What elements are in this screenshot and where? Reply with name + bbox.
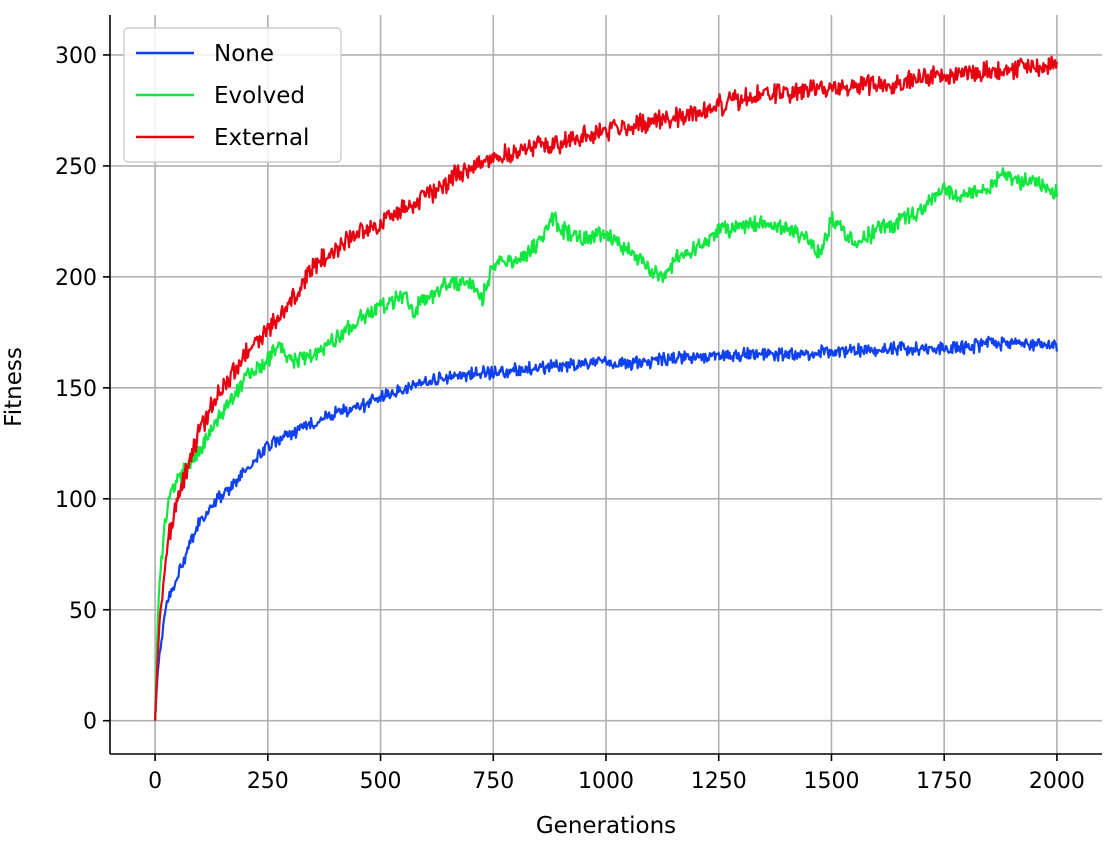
series-line-evolved — [154, 167, 1058, 721]
series-line-none — [154, 335, 1058, 721]
x-tick-label: 1000 — [578, 769, 634, 794]
y-tick-label: 0 — [83, 710, 97, 735]
x-tick-label: 2000 — [1029, 769, 1085, 794]
y-tick-label: 50 — [69, 599, 97, 624]
y-tick-label: 300 — [55, 44, 97, 69]
grid — [110, 15, 1102, 754]
y-tick-label: 250 — [55, 155, 97, 180]
x-axis-title: Generations — [536, 813, 676, 839]
x-tick-label: 1750 — [916, 769, 972, 794]
y-axis-title: Fitness — [1, 347, 27, 427]
legend-label-evolved: Evolved — [214, 83, 305, 109]
x-tick-label: 1500 — [803, 769, 859, 794]
y-tick-label: 100 — [55, 488, 97, 513]
legend: None Evolved External — [123, 27, 342, 163]
legend-label-none: None — [214, 41, 274, 67]
x-tick-label: 0 — [148, 769, 162, 794]
series-line-external — [154, 55, 1058, 721]
x-tick-label: 500 — [360, 769, 402, 794]
legend-label-external: External — [214, 125, 309, 151]
x-tick-label: 750 — [472, 769, 514, 794]
x-tick-label: 250 — [247, 769, 289, 794]
x-ticks: 0 250 500 750 1000 1250 1500 1750 2000 — [148, 754, 1085, 794]
y-ticks: 0 50 100 150 200 250 300 — [55, 44, 110, 735]
y-tick-label: 150 — [55, 377, 97, 402]
x-tick-label: 1250 — [691, 769, 747, 794]
series-lines — [154, 55, 1058, 721]
y-tick-label: 200 — [55, 266, 97, 291]
legend-box — [123, 27, 342, 163]
